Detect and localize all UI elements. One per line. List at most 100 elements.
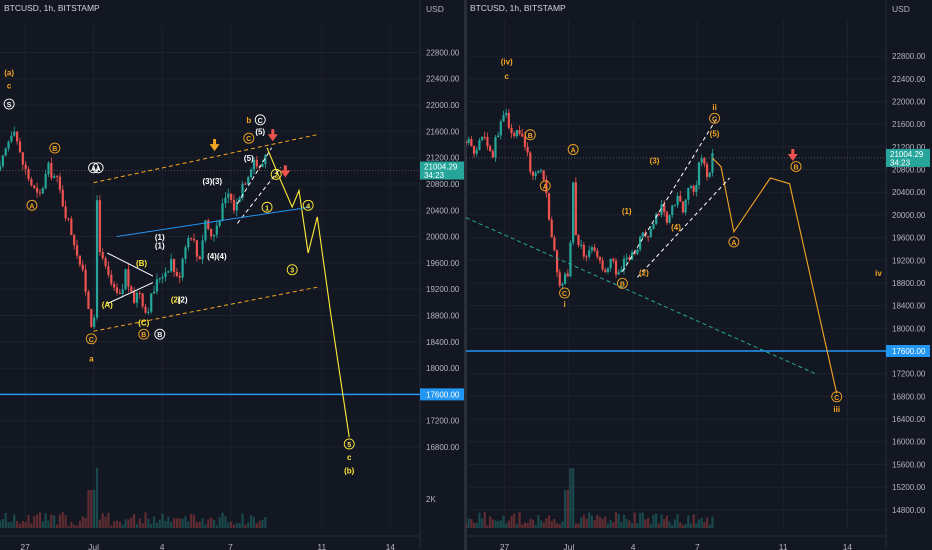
- volume-bar: [201, 518, 204, 528]
- trend-line: [107, 282, 154, 305]
- candle-body: [110, 274, 113, 285]
- volume-bar: [172, 518, 176, 528]
- candle-body: [261, 164, 264, 167]
- volume-bar: [467, 518, 470, 528]
- volume-bar: [249, 515, 253, 528]
- volume-bar: [534, 524, 537, 528]
- wave-label: (4): [671, 223, 681, 232]
- volume-bar: [0, 520, 2, 528]
- candle-body: [21, 152, 24, 165]
- candle-body: [53, 176, 56, 178]
- candle-body: [566, 273, 569, 277]
- volume-bar: [210, 517, 213, 528]
- candle-body: [133, 291, 136, 303]
- candle-body: [172, 259, 176, 272]
- volume-bar: [636, 522, 639, 528]
- y-tick-label: 19200.00: [426, 285, 460, 294]
- wave-label: (5): [244, 154, 254, 163]
- wave-label: B: [157, 332, 162, 339]
- candle-body: [550, 219, 553, 238]
- arrow-down-icon: [267, 134, 278, 142]
- chart-panel-left[interactable]: BTCUSD, 1h, BITSTAMP USD 22800.00 22400.00…: [0, 0, 466, 550]
- candle-body: [580, 244, 583, 246]
- candle-body: [264, 155, 267, 165]
- candle-body: [47, 162, 50, 174]
- candle-body: [647, 236, 650, 238]
- volume-bar: [192, 514, 196, 528]
- x-tick-label: 27: [500, 542, 510, 550]
- volume-bar: [238, 523, 241, 528]
- volume-bar: [529, 518, 532, 528]
- pane-divider[interactable]: [464, 0, 467, 550]
- volume-bar: [164, 520, 167, 528]
- volume-bar: [630, 523, 634, 528]
- chart-panel-right[interactable]: BTCUSD, 1h, BITSTAMP USD 22800.00 22400.00…: [466, 0, 932, 550]
- x-tick-label: 7: [695, 542, 700, 550]
- volume-bar: [167, 516, 170, 528]
- candle-body: [181, 258, 184, 278]
- candle-body: [130, 286, 133, 292]
- volume-bar: [212, 519, 216, 528]
- wave-label: i: [563, 300, 565, 309]
- price-axis: [420, 0, 466, 550]
- candle-body: [657, 214, 660, 216]
- wave-label-ring: [559, 287, 571, 299]
- wave-label-ring: [728, 236, 740, 248]
- wave-label: A: [96, 166, 101, 173]
- volume-bar: [625, 519, 628, 528]
- volume-bar: [41, 521, 44, 528]
- candle-body: [70, 218, 73, 236]
- candle-body: [676, 195, 679, 205]
- candle-body: [545, 179, 548, 194]
- candle-body: [507, 112, 510, 128]
- candle-body: [700, 158, 703, 163]
- y-tick-label: 14800.00: [892, 506, 926, 515]
- candle-body: [537, 170, 540, 173]
- last-price-badge: [420, 161, 464, 180]
- candle-body: [636, 249, 639, 255]
- candle-body: [4, 148, 7, 156]
- candle-body: [577, 235, 580, 246]
- volume-bar: [84, 517, 87, 528]
- wave-label: 5: [347, 442, 351, 449]
- candle-body: [155, 279, 159, 292]
- candle-body: [144, 306, 147, 313]
- volume-bar: [641, 512, 644, 528]
- volume-bar: [204, 524, 207, 528]
- volume-bar: [598, 516, 602, 528]
- wave-label: b: [246, 116, 251, 125]
- volume-bar: [708, 524, 711, 528]
- chart-right-canvas[interactable]: USD 22800.00 22400.00 22000.00 21600.00 21200…: [466, 0, 932, 550]
- volume-bar: [668, 521, 671, 528]
- y-tick-label: 18800.00: [892, 279, 926, 288]
- wave-label-ring: [790, 161, 802, 172]
- candle-body: [684, 199, 687, 213]
- volume-bar: [695, 523, 698, 528]
- candle-body: [1, 155, 4, 167]
- candle-body: [499, 121, 502, 136]
- candle-body: [526, 146, 529, 153]
- volume-bar: [470, 519, 473, 528]
- arrow-stem: [213, 139, 217, 146]
- candle-body: [614, 260, 618, 275]
- y-tick-label: 21600.00: [426, 127, 460, 136]
- volume-bar: [507, 520, 510, 528]
- trend-line: [236, 147, 273, 204]
- candle-body: [227, 193, 230, 198]
- candle-body: [523, 136, 527, 147]
- candle-body: [529, 152, 532, 172]
- volume-bar: [70, 521, 73, 528]
- volume-bar: [617, 513, 620, 528]
- candle-body: [620, 269, 623, 273]
- volume-bar: [184, 516, 187, 528]
- chart-left-canvas[interactable]: USD22800.0022400.0022000.0021600.0021200…: [0, 0, 466, 550]
- wave-label-ring: [302, 199, 314, 211]
- candle-body: [147, 311, 150, 313]
- volume-bar: [537, 515, 540, 528]
- candle-body: [238, 197, 241, 203]
- volume-bar: [4, 512, 7, 528]
- candle-body: [212, 234, 216, 237]
- volume-bar: [526, 522, 529, 528]
- y-tick-label: 18800.00: [426, 311, 460, 320]
- y-tick-label: 15600.00: [892, 460, 926, 469]
